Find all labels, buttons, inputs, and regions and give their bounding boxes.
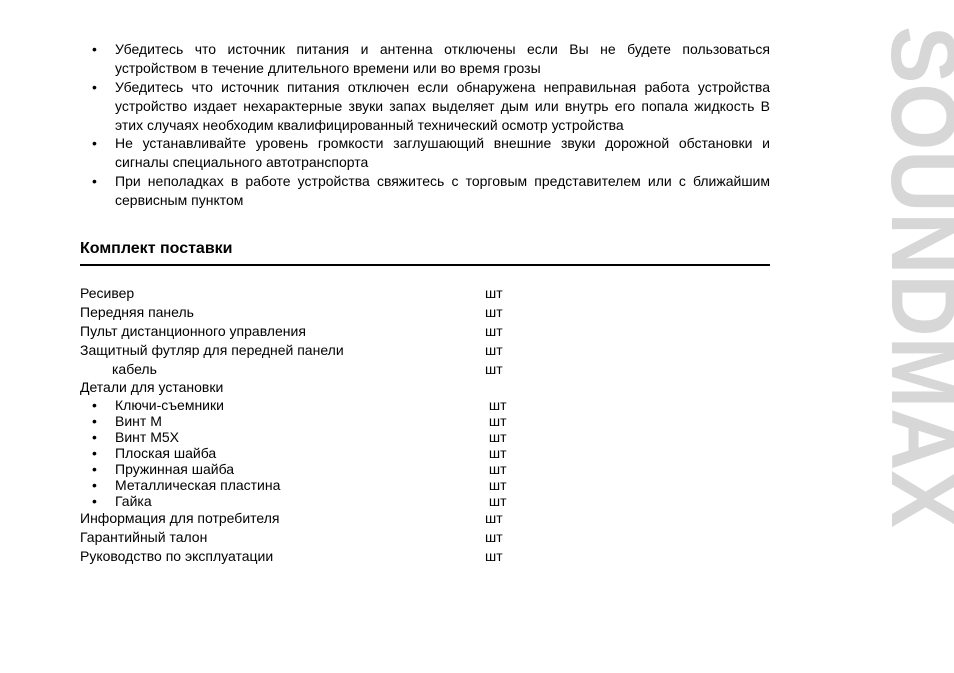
supply-unit: шт bbox=[489, 461, 507, 477]
page-content: Убедитесь что источник питания и антенна… bbox=[0, 0, 870, 606]
supply-name: Винт М5Х bbox=[115, 429, 485, 445]
supply-name: Винт М bbox=[115, 413, 485, 429]
supply-name: Ресивер bbox=[80, 284, 485, 303]
supply-name: Руководство по эксплуатации bbox=[80, 547, 485, 566]
supply-name: Передняя панель bbox=[80, 303, 485, 322]
supply-item-indented: кабель шт bbox=[80, 360, 770, 379]
supply-item: Пульт дистанционного управления шт bbox=[80, 322, 770, 341]
brand-watermark: SOUNDMAX bbox=[886, 26, 954, 528]
supply-item: Гарантийный талон шт bbox=[80, 528, 770, 547]
supply-sublist: Ключи-съемники шт Винт М шт Винт М5Х шт … bbox=[80, 397, 770, 509]
supply-name: Металлическая пластина bbox=[115, 477, 485, 493]
supply-name: Пульт дистанционного управления bbox=[80, 322, 485, 341]
supply-subitem: Гайка шт bbox=[80, 493, 770, 509]
supply-subitem: Пружинная шайба шт bbox=[80, 461, 770, 477]
supply-unit: шт bbox=[489, 429, 507, 445]
supply-item: Передняя панель шт bbox=[80, 303, 770, 322]
supply-unit: шт bbox=[489, 413, 507, 429]
supply-subitem: Металлическая пластина шт bbox=[80, 477, 770, 493]
section-title: Комплект поставки bbox=[80, 240, 770, 258]
supply-unit: шт bbox=[485, 322, 503, 341]
supply-unit: шт bbox=[485, 528, 503, 547]
supply-subitem: Винт М5Х шт bbox=[80, 429, 770, 445]
supply-name: Пружинная шайба bbox=[115, 461, 485, 477]
warnings-list: Убедитесь что источник питания и антенна… bbox=[80, 40, 770, 210]
supply-item: Руководство по эксплуатации шт bbox=[80, 547, 770, 566]
supply-unit: шт bbox=[489, 445, 507, 461]
supply-subitem: Винт М шт bbox=[80, 413, 770, 429]
supply-subitem: Плоская шайба шт bbox=[80, 445, 770, 461]
supply-name: Гарантийный талон bbox=[80, 528, 485, 547]
supply-unit: шт bbox=[489, 477, 507, 493]
supply-name: кабель bbox=[80, 360, 485, 379]
supply-item: Информация для потребителя шт bbox=[80, 509, 770, 528]
supply-unit: шт bbox=[485, 341, 503, 360]
supply-unit: шт bbox=[489, 493, 507, 509]
supply-item: Защитный футляр для передней панели шт bbox=[80, 341, 770, 360]
supply-name: Детали для установки bbox=[80, 378, 485, 397]
supply-item: Ресивер шт bbox=[80, 284, 770, 303]
supply-unit: шт bbox=[489, 397, 507, 413]
supply-name: Гайка bbox=[115, 493, 485, 509]
warning-item: Убедитесь что источник питания и антенна… bbox=[80, 40, 770, 78]
supply-unit: шт bbox=[485, 360, 503, 379]
supply-unit: шт bbox=[485, 303, 503, 322]
section-divider bbox=[80, 264, 770, 266]
details-header: Детали для установки bbox=[80, 378, 770, 397]
supply-list: Ресивер шт Передняя панель шт Пульт дист… bbox=[80, 284, 770, 566]
warning-item: При неполадках в работе устройства свяжи… bbox=[80, 172, 770, 210]
supply-unit: шт bbox=[485, 509, 503, 528]
supply-name: Защитный футляр для передней панели bbox=[80, 341, 485, 360]
supply-name: Информация для потребителя bbox=[80, 509, 485, 528]
supply-name: Ключи-съемники bbox=[115, 397, 485, 413]
warning-item: Убедитесь что источник питания отключен … bbox=[80, 78, 770, 135]
supply-unit: шт bbox=[485, 547, 503, 566]
supply-name: Плоская шайба bbox=[115, 445, 485, 461]
supply-subitem: Ключи-съемники шт bbox=[80, 397, 770, 413]
warning-item: Не устанавливайте уровень громкости загл… bbox=[80, 134, 770, 172]
supply-unit: шт bbox=[485, 284, 503, 303]
